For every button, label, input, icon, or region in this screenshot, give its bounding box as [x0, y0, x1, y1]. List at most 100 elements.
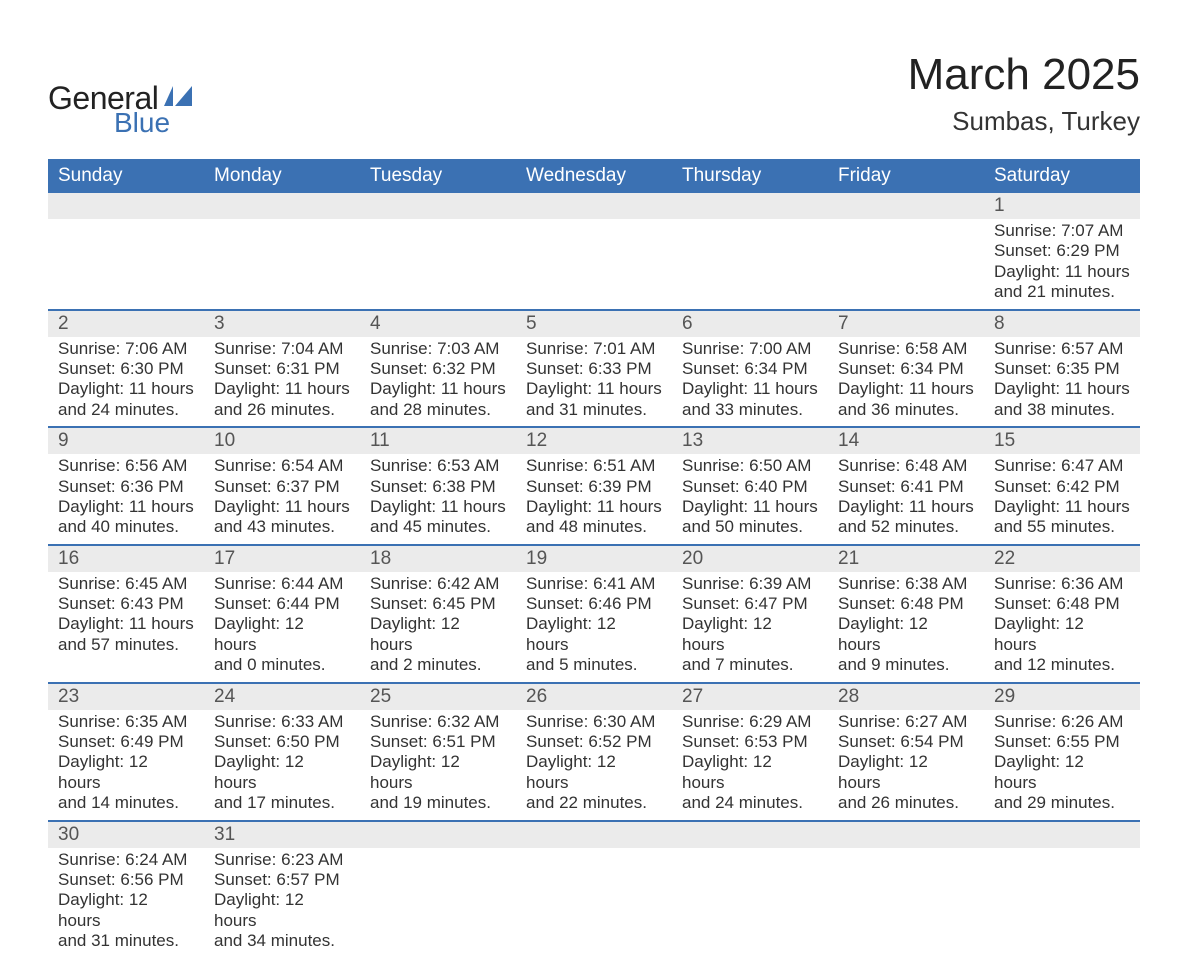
day-number: 19 — [526, 548, 547, 569]
daylight-line-2: and 34 minutes. — [214, 931, 350, 951]
sunset-line: Sunset: 6:45 PM — [370, 594, 506, 614]
day-data-cell: Sunrise: 6:51 AMSunset: 6:39 PMDaylight:… — [516, 454, 672, 545]
daylight-line-2: and 33 minutes. — [682, 400, 818, 420]
day-number: 10 — [214, 430, 235, 451]
sunset-line: Sunset: 6:36 PM — [58, 477, 194, 497]
day-data-cell — [360, 848, 516, 958]
day-number: 4 — [370, 313, 381, 334]
day-number-cell — [360, 821, 516, 848]
day-number-cell: 29 — [984, 683, 1140, 710]
daylight-line-2: and 19 minutes. — [370, 793, 506, 813]
daylight-line-2: and 40 minutes. — [58, 517, 194, 537]
daylight-line-1: Daylight: 12 hours — [58, 890, 194, 931]
day-data-cell: Sunrise: 6:29 AMSunset: 6:53 PMDaylight:… — [672, 710, 828, 821]
day-data-cell — [204, 219, 360, 310]
daylight-line-1: Daylight: 11 hours — [682, 379, 818, 399]
day-data-cell: Sunrise: 6:33 AMSunset: 6:50 PMDaylight:… — [204, 710, 360, 821]
weekday-header: Saturday — [984, 159, 1140, 193]
day-number: 8 — [994, 313, 1005, 334]
sunrise-line: Sunrise: 6:54 AM — [214, 456, 350, 476]
day-number: 6 — [682, 313, 693, 334]
sunrise-line: Sunrise: 6:27 AM — [838, 712, 974, 732]
daylight-line-2: and 7 minutes. — [682, 655, 818, 675]
day-number-cell: 5 — [516, 310, 672, 337]
sunset-line: Sunset: 6:29 PM — [994, 241, 1130, 261]
sunrise-line: Sunrise: 6:24 AM — [58, 850, 194, 870]
sunset-line: Sunset: 6:35 PM — [994, 359, 1130, 379]
day-number: 31 — [214, 824, 235, 845]
daylight-line-2: and 45 minutes. — [370, 517, 506, 537]
sunset-line: Sunset: 6:51 PM — [370, 732, 506, 752]
day-number-cell: 18 — [360, 545, 516, 572]
day-data-cell: Sunrise: 7:07 AMSunset: 6:29 PMDaylight:… — [984, 219, 1140, 310]
calendar-body: 1 Sunrise: 7:07 AMSunset: 6:29 PMDayligh… — [48, 193, 1140, 958]
sunset-line: Sunset: 6:33 PM — [526, 359, 662, 379]
day-number-cell: 4 — [360, 310, 516, 337]
day-number: 7 — [838, 313, 849, 334]
day-number-cell: 20 — [672, 545, 828, 572]
day-number-cell: 16 — [48, 545, 204, 572]
day-data-cell: Sunrise: 6:35 AMSunset: 6:49 PMDaylight:… — [48, 710, 204, 821]
sunset-line: Sunset: 6:38 PM — [370, 477, 506, 497]
sunset-line: Sunset: 6:46 PM — [526, 594, 662, 614]
day-number: 9 — [58, 430, 69, 451]
day-number-cell — [48, 193, 204, 219]
daylight-line-2: and 29 minutes. — [994, 793, 1130, 813]
sunset-line: Sunset: 6:54 PM — [838, 732, 974, 752]
day-number-cell — [828, 821, 984, 848]
day-number-cell — [828, 193, 984, 219]
day-number: 28 — [838, 686, 859, 707]
sunset-line: Sunset: 6:53 PM — [682, 732, 818, 752]
day-data-cell — [672, 848, 828, 958]
sunrise-line: Sunrise: 6:29 AM — [682, 712, 818, 732]
weekday-header: Monday — [204, 159, 360, 193]
daylight-line-1: Daylight: 12 hours — [214, 614, 350, 655]
sunset-line: Sunset: 6:44 PM — [214, 594, 350, 614]
sunrise-line: Sunrise: 6:45 AM — [58, 574, 194, 594]
brand-logo: General Blue — [48, 50, 194, 139]
daylight-line-2: and 5 minutes. — [526, 655, 662, 675]
day-number-cell: 7 — [828, 310, 984, 337]
sunrise-line: Sunrise: 6:47 AM — [994, 456, 1130, 476]
page-header: General Blue March 2025 Sumbas, Turkey — [48, 50, 1140, 139]
day-data-cell: Sunrise: 6:32 AMSunset: 6:51 PMDaylight:… — [360, 710, 516, 821]
day-number-cell — [204, 193, 360, 219]
day-number: 21 — [838, 548, 859, 569]
day-data-cell — [672, 219, 828, 310]
day-data-cell: Sunrise: 6:24 AMSunset: 6:56 PMDaylight:… — [48, 848, 204, 958]
day-number: 13 — [682, 430, 703, 451]
day-data-cell: Sunrise: 7:03 AMSunset: 6:32 PMDaylight:… — [360, 337, 516, 428]
day-data-cell: Sunrise: 6:42 AMSunset: 6:45 PMDaylight:… — [360, 572, 516, 683]
daylight-line-2: and 21 minutes. — [994, 282, 1130, 302]
day-number-row: 3031 — [48, 821, 1140, 848]
daylight-line-1: Daylight: 11 hours — [526, 379, 662, 399]
sunset-line: Sunset: 6:39 PM — [526, 477, 662, 497]
daylight-line-1: Daylight: 12 hours — [682, 752, 818, 793]
daylight-line-1: Daylight: 12 hours — [682, 614, 818, 655]
sunrise-line: Sunrise: 6:33 AM — [214, 712, 350, 732]
daylight-line-2: and 24 minutes. — [682, 793, 818, 813]
day-number: 29 — [994, 686, 1015, 707]
day-data-cell: Sunrise: 6:30 AMSunset: 6:52 PMDaylight:… — [516, 710, 672, 821]
day-number-row: 9101112131415 — [48, 427, 1140, 454]
day-number-cell — [360, 193, 516, 219]
day-data-cell: Sunrise: 7:01 AMSunset: 6:33 PMDaylight:… — [516, 337, 672, 428]
day-number: 12 — [526, 430, 547, 451]
daylight-line-2: and 26 minutes. — [214, 400, 350, 420]
day-number: 20 — [682, 548, 703, 569]
day-number-cell: 12 — [516, 427, 672, 454]
day-number: 26 — [526, 686, 547, 707]
daylight-line-2: and 48 minutes. — [526, 517, 662, 537]
day-data-cell: Sunrise: 6:44 AMSunset: 6:44 PMDaylight:… — [204, 572, 360, 683]
daylight-line-2: and 0 minutes. — [214, 655, 350, 675]
day-number-cell: 8 — [984, 310, 1140, 337]
sunrise-line: Sunrise: 6:56 AM — [58, 456, 194, 476]
day-number-cell — [516, 193, 672, 219]
sunrise-line: Sunrise: 6:50 AM — [682, 456, 818, 476]
day-number: 15 — [994, 430, 1015, 451]
sunset-line: Sunset: 6:49 PM — [58, 732, 194, 752]
day-data-cell: Sunrise: 6:54 AMSunset: 6:37 PMDaylight:… — [204, 454, 360, 545]
day-number-cell: 24 — [204, 683, 360, 710]
day-data-cell: Sunrise: 6:23 AMSunset: 6:57 PMDaylight:… — [204, 848, 360, 958]
sunrise-line: Sunrise: 6:36 AM — [994, 574, 1130, 594]
